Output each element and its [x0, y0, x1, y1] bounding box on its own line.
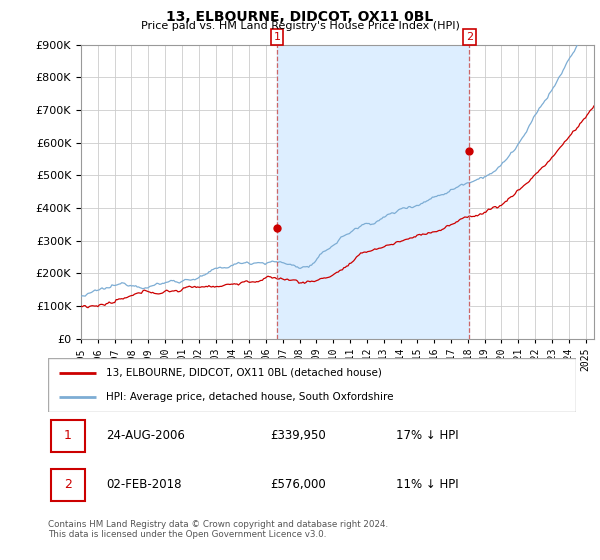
Text: £576,000: £576,000	[270, 478, 326, 492]
Text: 24-AUG-2006: 24-AUG-2006	[106, 430, 185, 442]
Text: 2: 2	[466, 32, 473, 42]
Text: Price paid vs. HM Land Registry's House Price Index (HPI): Price paid vs. HM Land Registry's House …	[140, 21, 460, 31]
Text: 13, ELBOURNE, DIDCOT, OX11 0BL (detached house): 13, ELBOURNE, DIDCOT, OX11 0BL (detached…	[106, 368, 382, 378]
Text: Contains HM Land Registry data © Crown copyright and database right 2024.
This d: Contains HM Land Registry data © Crown c…	[48, 520, 388, 539]
Text: 02-FEB-2018: 02-FEB-2018	[106, 478, 182, 492]
Bar	[277, 45, 469, 339]
Text: HPI: Average price, detached house, South Oxfordshire: HPI: Average price, detached house, Sout…	[106, 392, 394, 402]
Text: 1: 1	[274, 32, 280, 42]
Text: 1: 1	[64, 430, 72, 442]
Text: 13, ELBOURNE, DIDCOT, OX11 0BL: 13, ELBOURNE, DIDCOT, OX11 0BL	[166, 10, 434, 24]
FancyBboxPatch shape	[50, 469, 85, 501]
Text: 17% ↓ HPI: 17% ↓ HPI	[397, 430, 459, 442]
Text: £339,950: £339,950	[270, 430, 326, 442]
Text: 11% ↓ HPI: 11% ↓ HPI	[397, 478, 459, 492]
FancyBboxPatch shape	[50, 420, 85, 451]
Text: 2: 2	[64, 478, 72, 492]
